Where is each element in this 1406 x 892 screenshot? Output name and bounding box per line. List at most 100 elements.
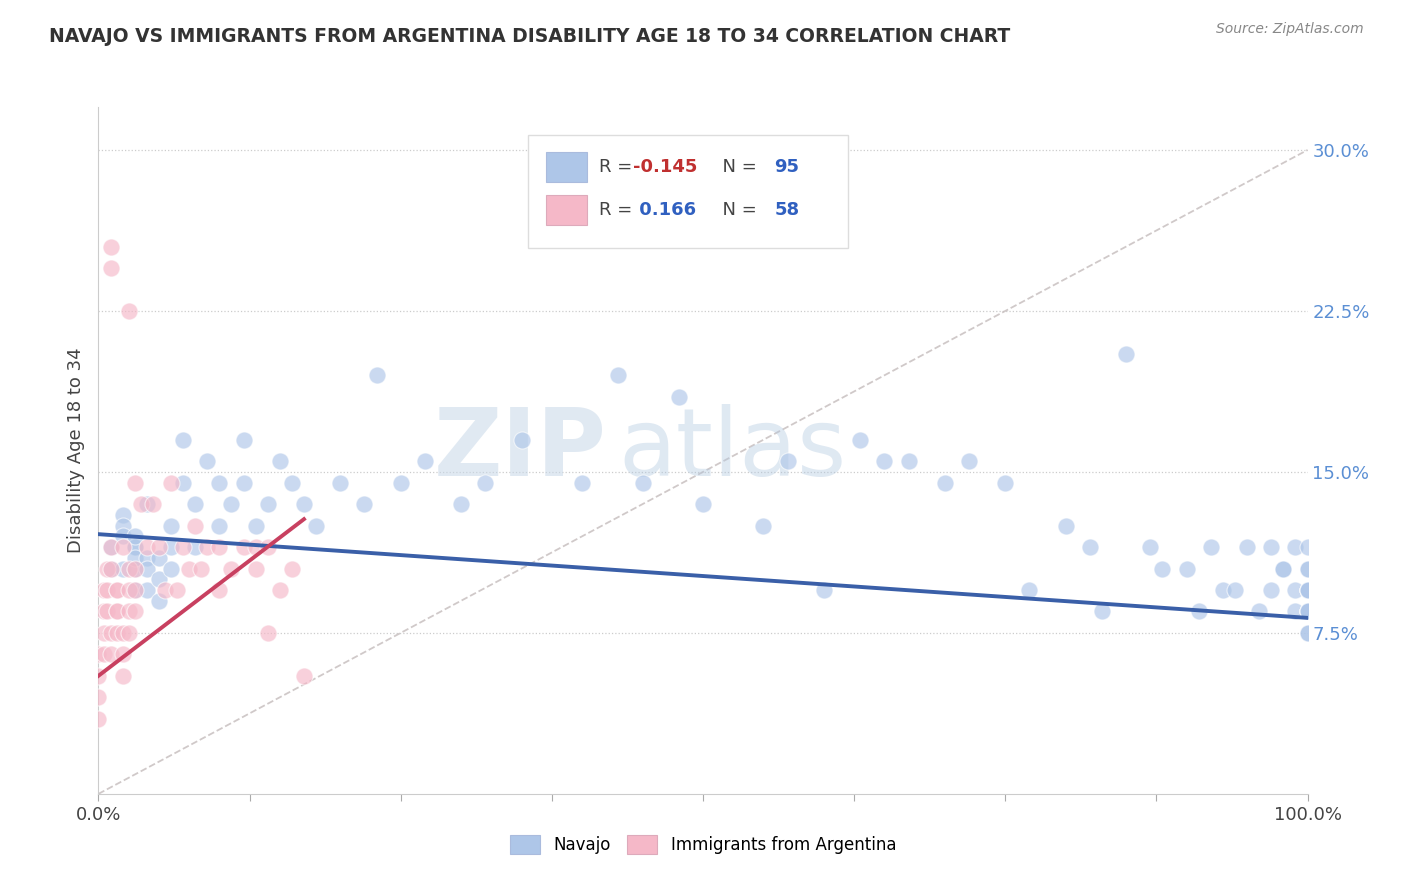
Point: [100, 561, 122, 575]
Point: [184, 518, 207, 533]
Point: [1296, 604, 1319, 618]
Point: [1212, 582, 1234, 597]
Text: ZIP: ZIP: [433, 404, 606, 497]
Point: [111, 508, 134, 522]
Point: [221, 561, 243, 575]
Point: [172, 540, 194, 554]
Point: [124, 529, 146, 543]
Point: [148, 572, 170, 586]
Text: 0.166: 0.166: [633, 201, 696, 219]
Point: [281, 561, 304, 575]
Point: [631, 475, 654, 490]
Point: [195, 454, 218, 468]
Point: [118, 304, 141, 318]
Point: [221, 497, 243, 511]
Point: [668, 390, 690, 404]
Point: [413, 454, 436, 468]
Point: [124, 540, 146, 554]
Point: [1175, 561, 1198, 575]
Point: [118, 604, 141, 618]
Point: [1115, 347, 1137, 361]
Point: [329, 475, 352, 490]
Point: [105, 582, 128, 597]
Point: [305, 518, 328, 533]
Point: [1249, 604, 1271, 618]
Point: [232, 475, 254, 490]
Point: [1260, 540, 1282, 554]
Point: [571, 475, 593, 490]
Point: [353, 497, 375, 511]
Point: [135, 582, 157, 597]
Point: [135, 550, 157, 565]
Point: [1296, 604, 1319, 618]
Point: [692, 497, 714, 511]
Point: [111, 626, 134, 640]
Text: Source: ZipAtlas.com: Source: ZipAtlas.com: [1216, 22, 1364, 37]
Point: [118, 626, 141, 640]
Point: [208, 540, 231, 554]
Point: [1188, 604, 1211, 618]
Point: [1296, 540, 1319, 554]
Point: [105, 582, 128, 597]
Point: [135, 561, 157, 575]
Point: [172, 433, 194, 447]
Point: [124, 561, 146, 575]
Point: [166, 582, 188, 597]
Point: [269, 582, 291, 597]
Point: [184, 540, 207, 554]
Point: [366, 368, 388, 383]
Point: [1236, 540, 1258, 554]
Point: [148, 550, 170, 565]
Point: [111, 669, 134, 683]
Point: [776, 454, 799, 468]
Point: [534, 207, 557, 221]
Text: NAVAJO VS IMMIGRANTS FROM ARGENTINA DISABILITY AGE 18 TO 34 CORRELATION CHART: NAVAJO VS IMMIGRANTS FROM ARGENTINA DISA…: [49, 27, 1011, 45]
Point: [1284, 582, 1306, 597]
Point: [100, 561, 122, 575]
Point: [124, 604, 146, 618]
Point: [96, 604, 118, 618]
Point: [208, 518, 231, 533]
Point: [93, 582, 115, 597]
Point: [124, 582, 146, 597]
Point: [105, 604, 128, 618]
Point: [849, 433, 872, 447]
Point: [1272, 561, 1295, 575]
Point: [135, 497, 157, 511]
Point: [1296, 626, 1319, 640]
Point: [1296, 604, 1319, 618]
Point: [934, 475, 956, 490]
Point: [1284, 540, 1306, 554]
Point: [873, 454, 896, 468]
Point: [450, 497, 472, 511]
Point: [93, 626, 115, 640]
Text: N =: N =: [711, 158, 763, 176]
Point: [1296, 582, 1319, 597]
Point: [124, 582, 146, 597]
Point: [1296, 582, 1319, 597]
Point: [607, 368, 630, 383]
Text: atlas: atlas: [619, 404, 846, 497]
Text: R =: R =: [599, 201, 638, 219]
Point: [96, 561, 118, 575]
Point: [752, 518, 775, 533]
Point: [111, 561, 134, 575]
Point: [105, 604, 128, 618]
Point: [142, 497, 165, 511]
Point: [1284, 604, 1306, 618]
Text: N =: N =: [711, 201, 763, 219]
Legend: Navajo, Immigrants from Argentina: Navajo, Immigrants from Argentina: [503, 829, 903, 861]
Point: [1139, 540, 1161, 554]
Point: [245, 561, 267, 575]
FancyBboxPatch shape: [546, 152, 586, 182]
Point: [190, 561, 212, 575]
Point: [269, 454, 291, 468]
Point: [292, 669, 315, 683]
Point: [111, 648, 134, 662]
Point: [124, 540, 146, 554]
Point: [1296, 582, 1319, 597]
Point: [1296, 561, 1319, 575]
Point: [232, 540, 254, 554]
Point: [208, 582, 231, 597]
Text: 58: 58: [775, 201, 800, 219]
